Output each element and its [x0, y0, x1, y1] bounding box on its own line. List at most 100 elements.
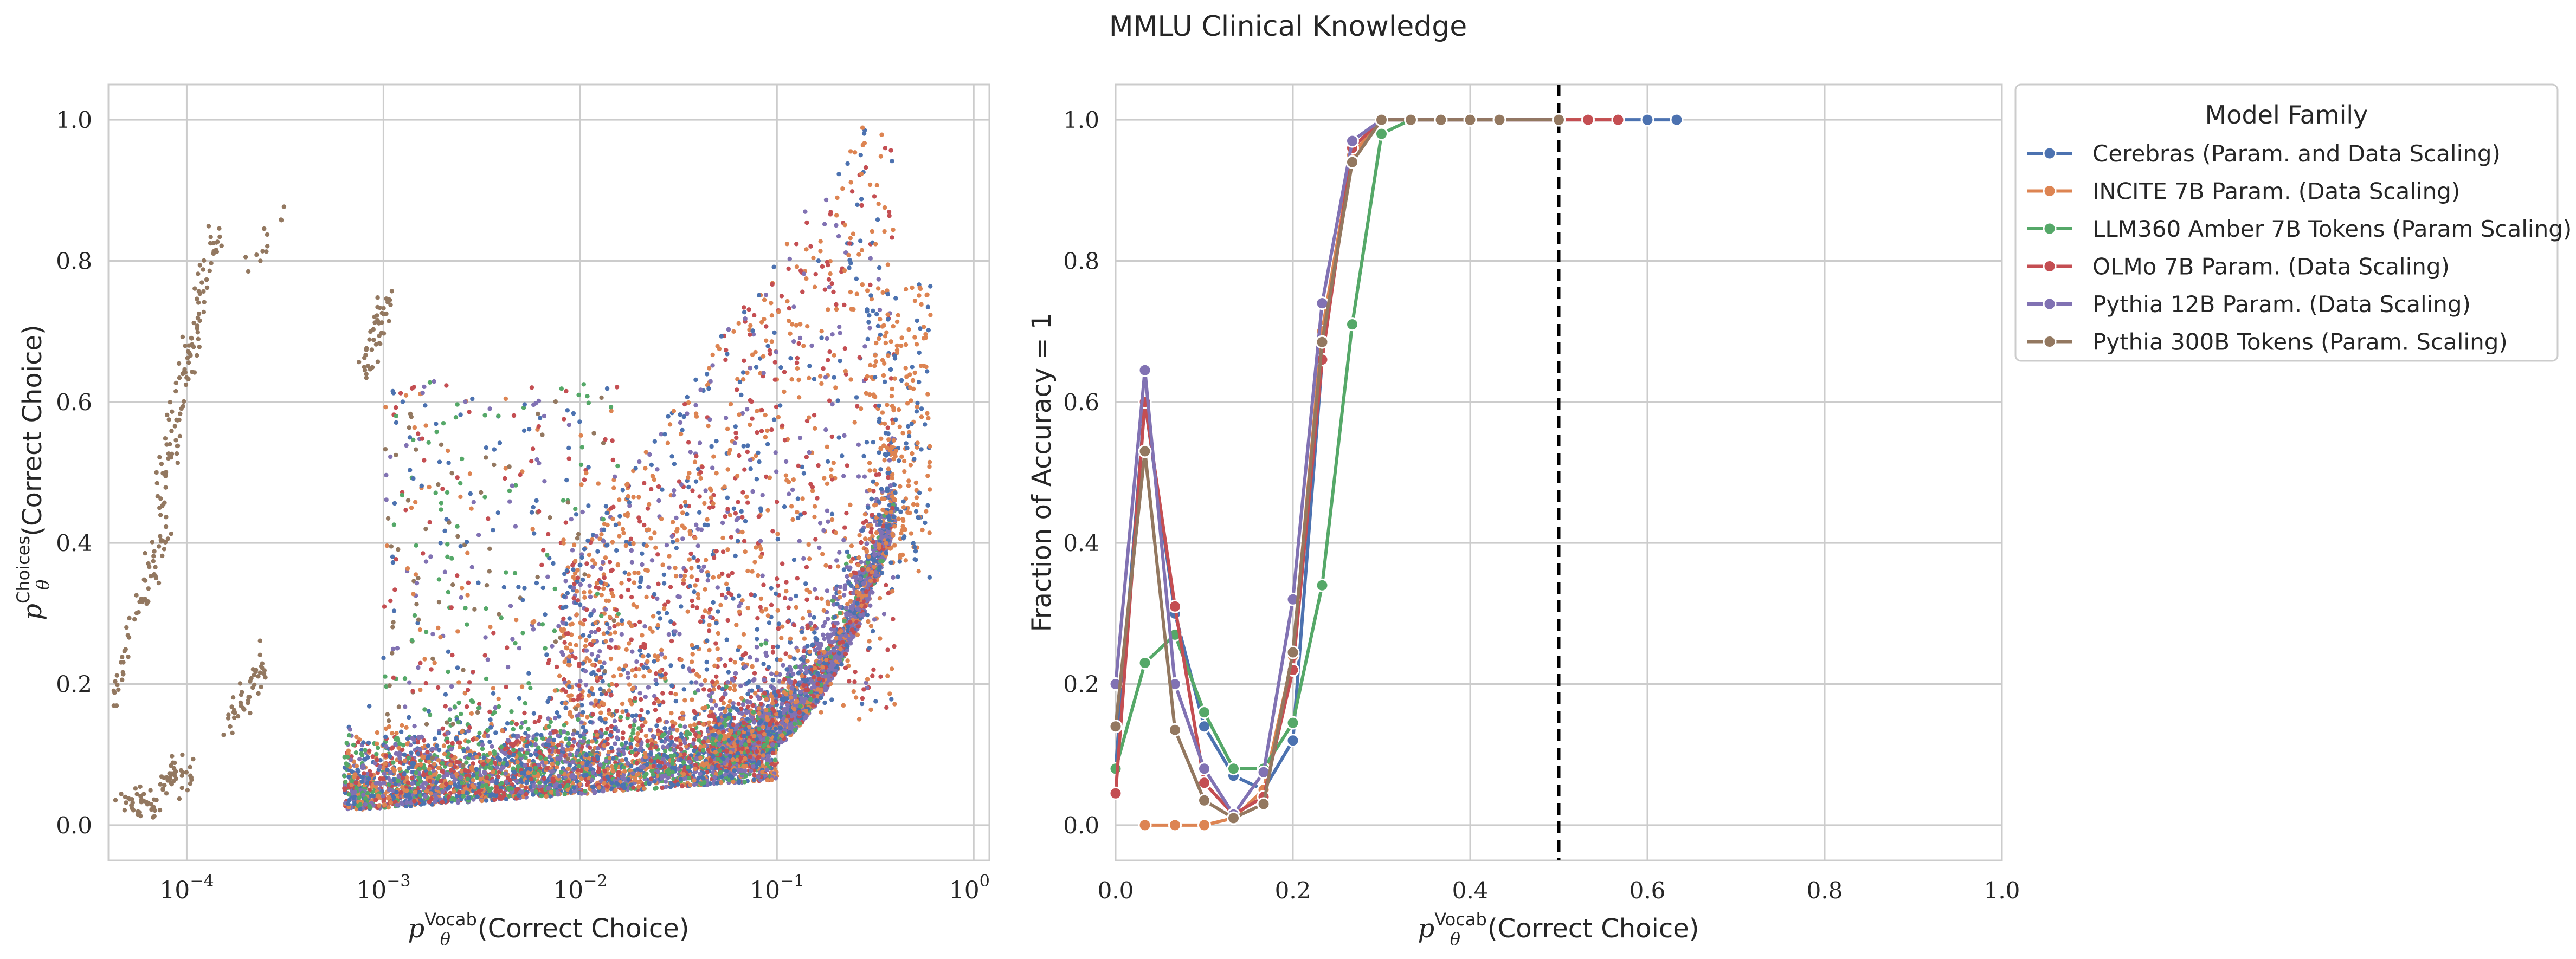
scatter-point: [745, 691, 750, 697]
scatter-point: [784, 718, 789, 723]
scatter-point: [807, 649, 812, 655]
scatter-point: [773, 726, 778, 731]
scatter-point: [849, 543, 854, 548]
scatter-point: [726, 704, 731, 709]
scatter-point: [792, 721, 797, 727]
scatter-point: [867, 596, 872, 601]
scatter-point: [796, 671, 801, 676]
scatter-point: [817, 646, 822, 651]
scatter-point: [849, 606, 854, 611]
scatter-point: [749, 688, 755, 693]
scatter-point: [854, 575, 859, 580]
scatter-point: [710, 706, 714, 711]
scatter-point: [733, 671, 738, 676]
scatter-point: [812, 587, 817, 592]
scatter-point: [810, 642, 815, 647]
scatter-point: [826, 646, 831, 651]
scatter-point: [804, 714, 809, 719]
scatter-point: [821, 632, 826, 637]
scatter-point: [732, 688, 737, 692]
scatter-point: [787, 730, 793, 735]
scatter-point: [740, 702, 746, 707]
scatter-point: [843, 651, 848, 657]
scatter-point: [787, 654, 793, 659]
scatter-point: [816, 651, 822, 656]
scatter-point: [854, 584, 860, 589]
scatter-point: [859, 540, 864, 545]
scatter-point: [858, 613, 863, 618]
scatter-point: [841, 593, 847, 598]
scatter-point: [864, 541, 870, 546]
scatter-point: [827, 673, 832, 678]
scatter-panel: 10−4 10−3 10−2 10−1 100 0.00.20.40.60.81.0 p…: [13, 83, 990, 949]
scatter-point: [838, 611, 842, 615]
scatter-point: [873, 558, 878, 563]
scatter-point: [863, 536, 868, 541]
figure-title: MMLU Clinical Knowledge: [1109, 10, 1467, 43]
scatter-point: [788, 725, 793, 730]
scatter-point: [785, 702, 790, 708]
scatter-point: [784, 667, 789, 672]
scatter-point: [748, 695, 754, 699]
scatter-point: [838, 605, 842, 610]
scatter-point: [752, 720, 757, 725]
scatter-point: [754, 657, 759, 663]
scatter-point: [812, 675, 816, 680]
scatter-point: [780, 701, 785, 707]
scatter-point: [742, 734, 747, 738]
scatter-point: [837, 550, 842, 555]
scatter-point: [774, 733, 779, 738]
scatter-point: [856, 555, 861, 560]
scatter-point: [832, 614, 838, 619]
scatter-point: [807, 613, 813, 618]
scatter-points: [111, 125, 933, 820]
scatter-point: [891, 515, 896, 520]
scatter-point: [798, 704, 803, 709]
scatter-point: [793, 728, 798, 733]
scatter-point: [817, 655, 822, 660]
scatter-point: [757, 696, 762, 701]
scatter-point: [780, 733, 785, 738]
scatter-point: [751, 710, 756, 715]
scatter-point: [790, 671, 796, 677]
scatter-point: [826, 617, 830, 621]
scatter-point: [864, 589, 869, 594]
scatter-point: [888, 483, 893, 488]
scatter-point: [869, 496, 874, 502]
scatter-point: [886, 475, 891, 480]
scatter-point: [779, 697, 784, 702]
scatter-point: [812, 630, 817, 635]
scatter-point: [807, 609, 812, 614]
scatter-point: [849, 584, 854, 588]
scatter-point: [775, 644, 780, 649]
scatter-point: [738, 683, 743, 689]
scatter-point: [750, 715, 755, 720]
scatter-point: [845, 549, 850, 555]
scatter-point: [793, 695, 797, 700]
scatter-point: [872, 553, 877, 558]
scatter-point: [780, 720, 785, 725]
scatter-point: [884, 550, 889, 555]
scatter-point: [782, 708, 787, 713]
scatter-point: [717, 685, 722, 690]
scatter-point: [842, 586, 847, 591]
scatter-point: [759, 642, 764, 647]
scatter-point: [843, 605, 849, 611]
scatter-point: [788, 681, 793, 685]
scatter-point: [877, 551, 881, 556]
scatter-point: [797, 721, 802, 726]
scatter-point: [357, 756, 362, 762]
scatter-point: [763, 640, 768, 646]
scatter-point: [841, 567, 847, 572]
scatter-point: [750, 664, 755, 669]
scatter-grid: [108, 85, 989, 860]
scatter-point: [832, 594, 836, 600]
scatter-point: [798, 690, 803, 695]
scatter-point: [833, 587, 839, 592]
scatter-plot-frame: [107, 83, 990, 861]
scatter-point: [845, 624, 851, 629]
scatter-point: [833, 655, 838, 659]
scatter-point: [725, 680, 730, 685]
scatter-point: [795, 648, 800, 653]
scatter-point: [848, 620, 853, 625]
